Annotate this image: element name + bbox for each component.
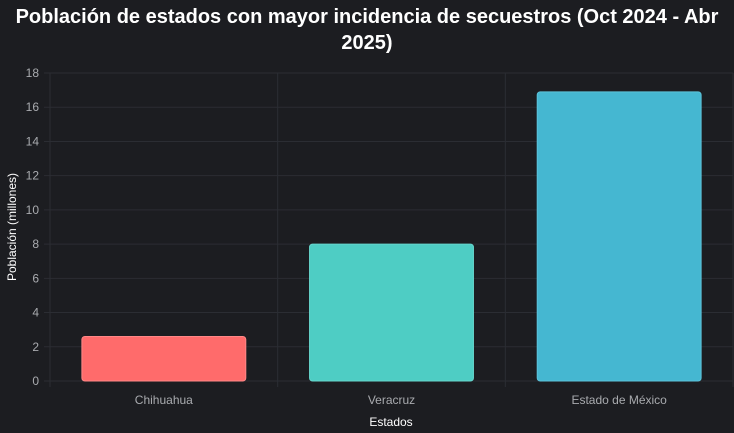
x-axis-title: Estados	[369, 415, 412, 429]
x-axis-ticks: Chihuahua Veracruz Estado de México	[135, 393, 667, 407]
y-tick-label: 8	[32, 237, 39, 251]
x-tick-label: Chihuahua	[135, 393, 193, 407]
y-tick-label: 10	[26, 203, 40, 217]
bar[interactable]	[536, 91, 702, 382]
chart-title-line-1: Población de estados con mayor incidenci…	[16, 6, 719, 28]
bar[interactable]	[81, 336, 247, 382]
y-tick-label: 14	[26, 134, 40, 148]
y-axis-ticks: 0 2 4 6 8 10 12 14 16 18	[26, 66, 40, 388]
bars	[81, 91, 702, 382]
y-tick-label: 16	[26, 100, 40, 114]
y-tick-label: 18	[26, 66, 40, 80]
y-tick-label: 4	[32, 306, 39, 320]
bar[interactable]	[309, 243, 474, 382]
y-tick-label: 2	[32, 340, 39, 354]
y-axis-title: Población (millones)	[5, 173, 19, 281]
x-tick-label: Estado de México	[571, 393, 667, 407]
y-tick-label: 0	[32, 374, 39, 388]
y-tick-label: 12	[26, 169, 40, 183]
x-tick-label: Veracruz	[368, 393, 415, 407]
y-tick-label: 6	[32, 271, 39, 285]
chart-title-line-2: 2025)	[341, 32, 392, 54]
